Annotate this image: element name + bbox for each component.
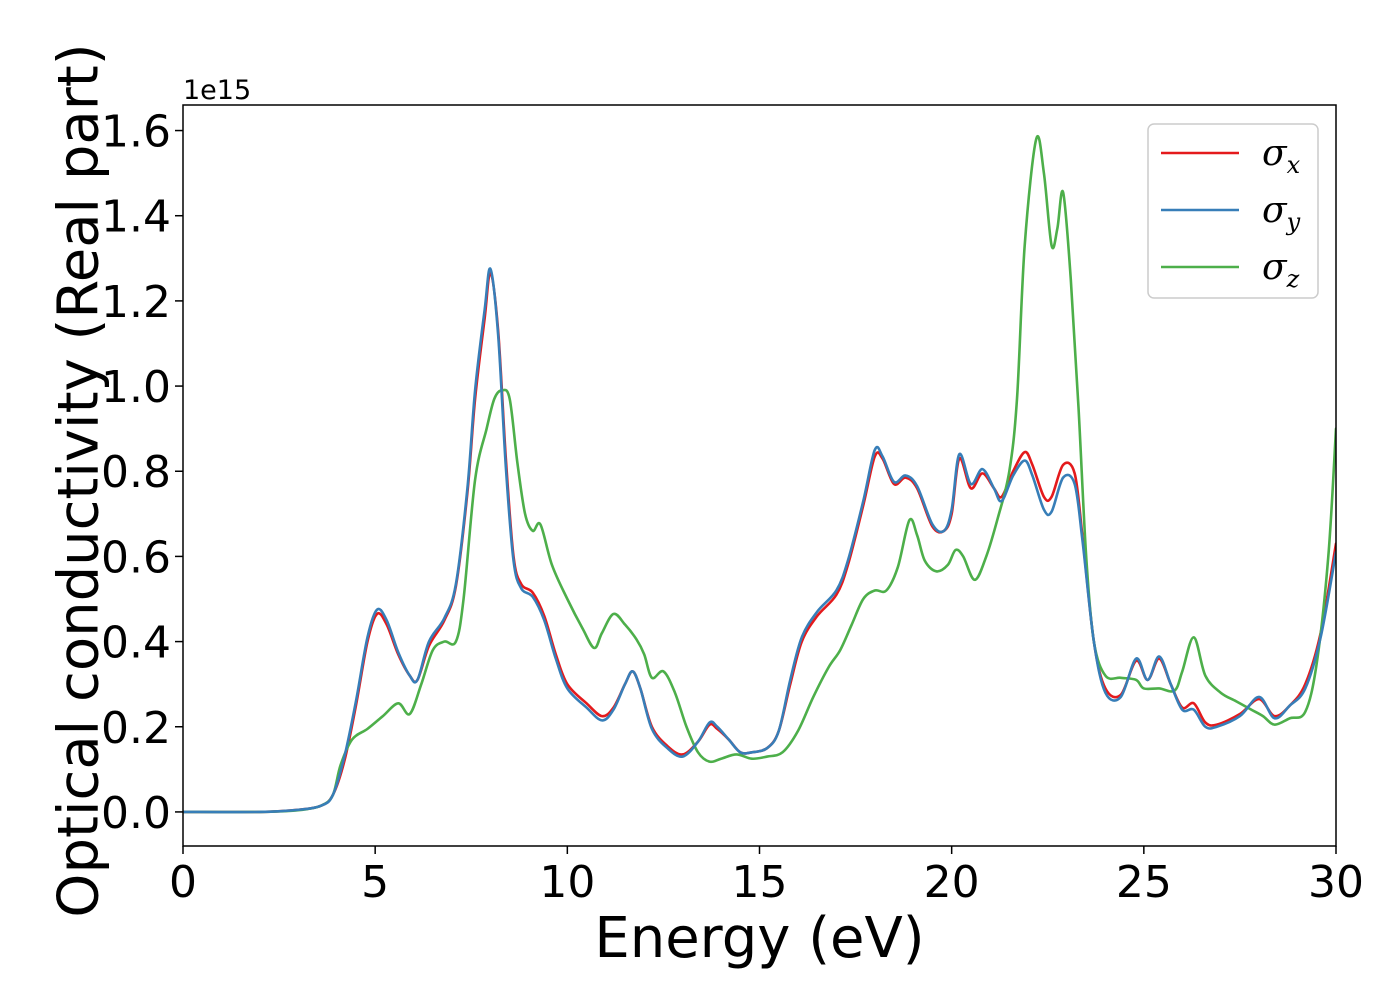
y-offset-text: 1e15: [183, 75, 251, 106]
x-axis-label: Energy (eV): [594, 906, 924, 971]
x-tick-label: 30: [1308, 857, 1364, 908]
series-line-sigma-y: [183, 267, 1336, 814]
y-tick-label: 0.0: [101, 788, 171, 839]
y-tick-label: 1.0: [101, 362, 171, 413]
y-axis-label: Optical conductivity (Real part): [47, 43, 112, 917]
x-axis-ticks: 0 5 10 15 20 25 30: [169, 846, 1364, 908]
y-tick-label: 0.8: [101, 447, 171, 498]
x-tick-label: 15: [732, 857, 788, 908]
x-tick-label: 25: [1116, 857, 1172, 908]
x-tick-label: 0: [169, 857, 197, 908]
x-tick-label: 5: [361, 857, 389, 908]
y-tick-label: 1.4: [101, 192, 171, 243]
y-tick-label: 1.2: [101, 277, 171, 328]
x-tick-label: 10: [539, 857, 595, 908]
x-tick-label: 20: [924, 857, 980, 908]
series-line-sigma-x: [183, 271, 1336, 814]
series-line-sigma-z: [183, 135, 1336, 814]
y-tick-label: 0.6: [101, 532, 171, 583]
y-tick-label: 0.2: [101, 703, 171, 754]
y-axis-ticks: 0.0 0.2 0.4 0.6 0.8 1.0 1.2 1.4 1.6: [101, 107, 183, 839]
y-tick-label: 1.6: [101, 107, 171, 158]
series-layer: [183, 135, 1336, 814]
y-tick-label: 0.4: [101, 618, 171, 669]
